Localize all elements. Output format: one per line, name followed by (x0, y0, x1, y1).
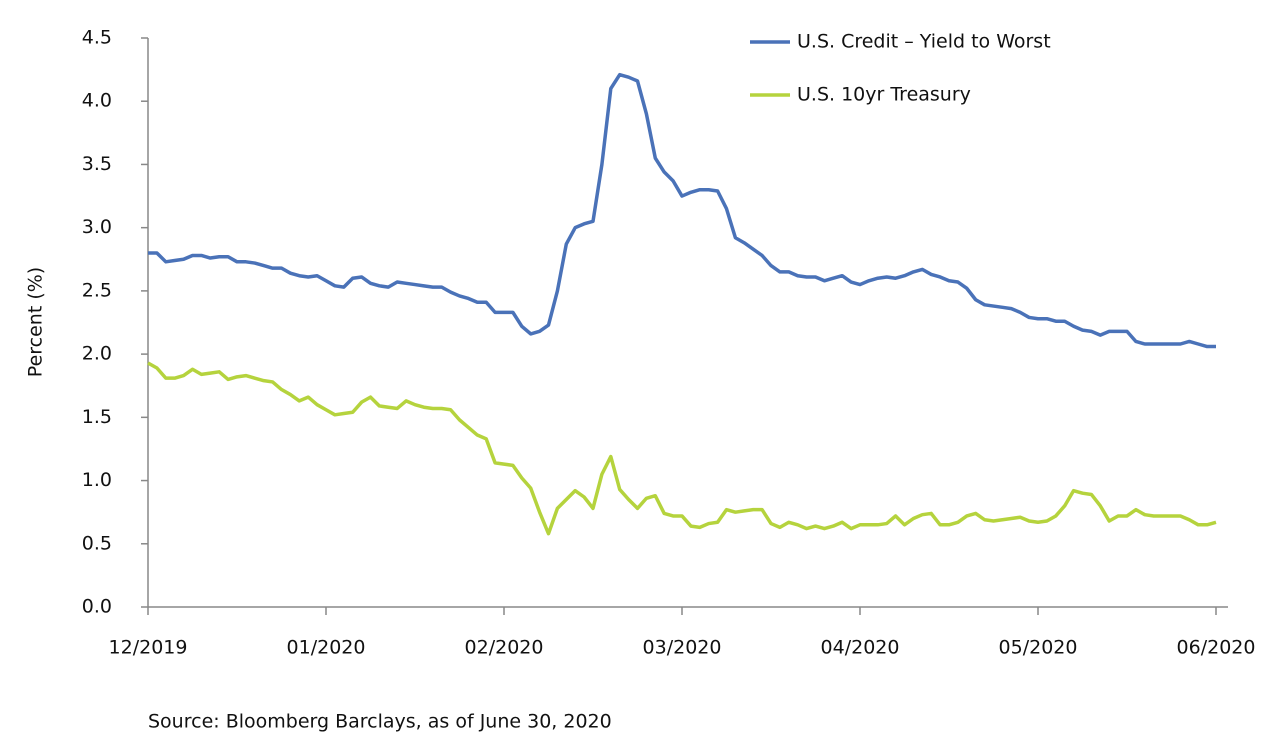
y-tick-label: 1.0 (82, 469, 112, 491)
y-axis-title: Percent (%) (25, 267, 47, 377)
x-tick-label: 12/2019 (109, 637, 188, 659)
series-line (148, 72, 1216, 349)
y-tick-label: 4.0 (82, 90, 112, 112)
x-tick-label: 04/2020 (821, 637, 900, 659)
y-tick-label: 4.5 (82, 27, 112, 49)
y-tick-label: 2.5 (82, 279, 112, 301)
source-note: Source: Bloomberg Barclays, as of June 3… (148, 711, 612, 733)
y-tick-label: 3.5 (82, 153, 112, 175)
x-tick-label: 03/2020 (643, 637, 722, 659)
x-tick-label: 02/2020 (465, 637, 544, 659)
x-tick-label: 05/2020 (999, 637, 1078, 659)
x-tick-label: 01/2020 (287, 637, 366, 659)
y-tick-label: 0.5 (82, 532, 112, 554)
y-tick-label: 0.0 (82, 596, 112, 618)
legend-label: U.S. 10yr Treasury (797, 84, 971, 106)
y-tick-label: 2.0 (82, 343, 112, 365)
x-tick-label: 06/2020 (1177, 637, 1256, 659)
y-tick-label: 1.5 (82, 406, 112, 428)
series-line (147, 361, 1217, 536)
legend-label: U.S. Credit – Yield to Worst (797, 31, 1051, 53)
y-tick-label: 3.0 (82, 216, 112, 238)
